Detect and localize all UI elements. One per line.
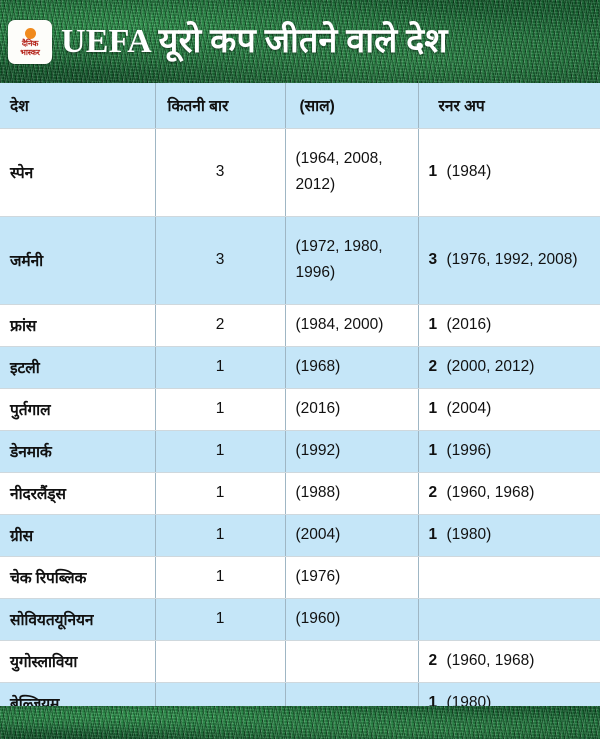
runner-up-count: 2 [428,358,438,375]
cell-runner-up [418,598,600,641]
table-head: देश कितनी बार (साल) रनर अप [0,83,600,129]
cell-runner-up: 1 (2016) [418,304,600,347]
runner-up-count: 1 [428,442,438,459]
cell-country: इटली [0,346,156,389]
cell-country: डेनमार्क [0,430,156,473]
cell-years: (1960) [285,598,419,641]
table-row: ग्रीस 1 (2004) 1 (1980) [0,514,600,557]
column-header-runner-up: रनर अप [418,83,600,129]
column-header-times: कितनी बार [155,83,286,129]
runner-up-count: 2 [428,652,438,669]
cell-times: 1 [155,346,286,389]
cell-country: जर्मनी [0,216,156,305]
cell-years: (1992) [285,430,419,473]
runner-up-count: 2 [428,484,438,501]
page-title: UEFA यूरो कप जीतने वाले देश [61,22,448,60]
cell-years: (2016) [285,388,419,431]
table-row: चेक रिपब्लिक 1 (1976) [0,556,600,599]
cell-times: 3 [155,216,286,305]
winners-table-container: देश कितनी बार (साल) रनर अप स्पेन 3 (1964, … [0,83,600,706]
runner-up-years: (1976, 1992, 2008) [446,251,578,268]
runner-up-years: (1960, 1968) [446,652,535,669]
runner-up-years: (2016) [446,316,492,333]
cell-times: 1 [155,556,286,599]
table-body: स्पेन 3 (1964, 2008, 2012) 1 (1984) जर्मनी 3 (1… [0,128,600,706]
cell-runner-up: 1 (1980) [418,682,600,706]
cell-times [155,640,286,683]
runner-up-years: (1980) [446,694,492,706]
cell-times: 1 [155,598,286,641]
runner-up-count: 1 [428,316,438,333]
table-row: सोवियतयूनियन 1 (1960) [0,598,600,641]
cell-times: 1 [155,514,286,557]
cell-runner-up: 1 (1980) [418,514,600,557]
cell-times: 1 [155,388,286,431]
table-row: युगोस्लाविया 2 (1960, 1968) [0,640,600,683]
runner-up-count: 1 [428,163,438,180]
cell-country: नीदरलैंड्स [0,472,156,515]
runner-up-years: (1984) [446,163,492,180]
dainik-bhaskar-logo: दैनिक भास्कर [8,19,52,64]
table-row: जर्मनी 3 (1972, 1980, 1996) 3 (1976, 1992, 2… [0,216,600,305]
runner-up-years: (2004) [446,400,492,417]
cell-runner-up: 2 (2000, 2012) [418,346,600,389]
cell-times: 2 [155,304,286,347]
runner-up-count: 1 [428,694,438,706]
cell-years [285,640,419,683]
cell-times: 3 [155,128,286,217]
cell-country: ग्रीस [0,514,156,557]
cell-years: (1988) [285,472,419,515]
cell-years: (1964, 2008, 2012) [285,128,419,217]
cell-country: फ्रांस [0,304,156,347]
cell-runner-up: 1 (1984) [418,128,600,217]
cell-country: चेक रिपब्लिक [0,556,156,599]
cell-runner-up: 1 (1996) [418,430,600,473]
cell-runner-up: 3 (1976, 1992, 2008) [418,216,600,305]
table-row: बेल्जियम 1 (1980) [0,682,600,706]
runner-up-years: (1996) [446,442,492,459]
cell-years: (1972, 1980, 1996) [285,216,419,305]
cell-years: (1984, 2000) [285,304,419,347]
column-header-years: (साल) [285,83,419,129]
table-row: नीदरलैंड्स 1 (1988) 2 (1960, 1968) [0,472,600,515]
table-row: डेनमार्क 1 (1992) 1 (1996) [0,430,600,473]
cell-years: (2004) [285,514,419,557]
logo-line-2: भास्कर [20,47,40,57]
header-banner: दैनिक भास्कर UEFA यूरो कप जीतने वाले देश [0,0,600,83]
cell-country: युगोस्लाविया [0,640,156,683]
cell-times [155,682,286,706]
table-header-row: देश कितनी बार (साल) रनर अप [0,83,600,129]
cell-years [285,682,419,706]
cell-years: (1968) [285,346,419,389]
cell-country: सोवियतयूनियन [0,598,156,641]
runner-up-count: 1 [428,400,438,417]
table-row: स्पेन 3 (1964, 2008, 2012) 1 (1984) [0,128,600,217]
cell-runner-up [418,556,600,599]
cell-country: बेल्जियम [0,682,156,706]
cell-runner-up: 1 (2004) [418,388,600,431]
logo-line-1: दैनिक [21,39,39,48]
runner-up-years: (1980) [446,526,492,543]
runner-up-count: 1 [428,526,438,543]
cell-times: 1 [155,472,286,515]
runner-up-years: (1960, 1968) [446,484,535,501]
cell-years: (1976) [285,556,419,599]
runner-up-count: 3 [428,251,438,268]
cell-country: पुर्तगाल [0,388,156,431]
sun-icon [24,28,36,39]
column-header-country: देश [0,83,156,129]
winners-table: देश कितनी बार (साल) रनर अप स्पेन 3 (1964, … [0,83,600,706]
cell-times: 1 [155,430,286,473]
table-row: फ्रांस 2 (1984, 2000) 1 (2016) [0,304,600,347]
cell-runner-up: 2 (1960, 1968) [418,472,600,515]
cell-country: स्पेन [0,128,156,217]
cell-runner-up: 2 (1960, 1968) [418,640,600,683]
table-row: पुर्तगाल 1 (2016) 1 (2004) [0,388,600,431]
table-row: इटली 1 (1968) 2 (2000, 2012) [0,346,600,389]
footer-grass-strip [0,706,600,739]
runner-up-years: (2000, 2012) [446,358,535,375]
